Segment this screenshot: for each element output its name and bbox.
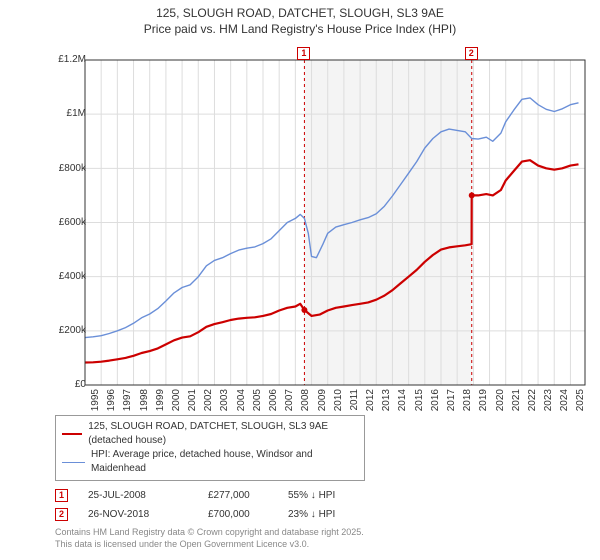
event-price: £277,000 — [208, 490, 288, 501]
footer-line-2: This data is licensed under the Open Gov… — [55, 539, 590, 551]
x-axis-label: 2006 — [268, 389, 279, 419]
x-axis-label: 2021 — [511, 389, 522, 419]
y-axis-label: £200k — [36, 325, 86, 336]
event-date: 26-NOV-2018 — [88, 509, 208, 520]
x-axis-label: 2022 — [527, 389, 538, 419]
y-axis-label: £0 — [36, 379, 86, 390]
x-axis-label: 2004 — [236, 389, 247, 419]
x-axis-label: 1997 — [122, 389, 133, 419]
y-axis-label: £600k — [36, 217, 86, 228]
x-axis-label: 2019 — [478, 389, 489, 419]
event-marker-box: 1 — [55, 489, 68, 502]
x-axis-label: 2014 — [397, 389, 408, 419]
x-axis-label: 2000 — [171, 389, 182, 419]
x-axis-label: 2015 — [414, 389, 425, 419]
event-marker-1: 1 — [297, 47, 310, 60]
x-axis-label: 2013 — [381, 389, 392, 419]
legend-swatch — [62, 462, 85, 463]
x-axis-label: 1999 — [155, 389, 166, 419]
legend-item: HPI: Average price, detached house, Wind… — [62, 448, 358, 476]
x-axis-label: 2023 — [543, 389, 554, 419]
legend-item: 125, SLOUGH ROAD, DATCHET, SLOUGH, SL3 9… — [62, 420, 358, 448]
event-date: 25-JUL-2008 — [88, 490, 208, 501]
x-axis-label: 2007 — [284, 389, 295, 419]
event-row: 1 25-JUL-2008£277,00055% ↓ HPI — [55, 489, 590, 502]
x-axis-label: 2016 — [430, 389, 441, 419]
title-block: 125, SLOUGH ROAD, DATCHET, SLOUGH, SL3 9… — [0, 0, 600, 40]
title-line-2: Price paid vs. HM Land Registry's House … — [0, 22, 600, 38]
x-axis-label: 2003 — [219, 389, 230, 419]
legend: 125, SLOUGH ROAD, DATCHET, SLOUGH, SL3 9… — [55, 415, 365, 481]
x-axis-label: 2001 — [187, 389, 198, 419]
x-axis-label: 1995 — [90, 389, 101, 419]
chart-svg — [30, 45, 590, 410]
event-diff: 23% ↓ HPI — [288, 509, 388, 520]
legend-label: 125, SLOUGH ROAD, DATCHET, SLOUGH, SL3 9… — [88, 420, 358, 448]
y-axis-label: £800k — [36, 163, 86, 174]
event-row: 2 26-NOV-2018£700,00023% ↓ HPI — [55, 508, 590, 521]
x-axis-label: 2008 — [300, 389, 311, 419]
x-axis-label: 2017 — [446, 389, 457, 419]
y-axis-label: £1M — [36, 108, 86, 119]
legend-label: HPI: Average price, detached house, Wind… — [91, 448, 358, 476]
legend-swatch — [62, 433, 82, 435]
event-marker-box: 2 — [55, 508, 68, 521]
x-axis-label: 2025 — [575, 389, 586, 419]
x-axis-label: 1998 — [139, 389, 150, 419]
x-axis-label: 2020 — [495, 389, 506, 419]
y-axis-label: £1.2M — [36, 54, 86, 65]
x-axis-label: 2005 — [252, 389, 263, 419]
event-marker-2: 2 — [465, 47, 478, 60]
x-axis-label: 2010 — [333, 389, 344, 419]
title-line-1: 125, SLOUGH ROAD, DATCHET, SLOUGH, SL3 9… — [0, 6, 600, 22]
chart-container: 125, SLOUGH ROAD, DATCHET, SLOUGH, SL3 9… — [0, 0, 600, 560]
events-table: 1 25-JUL-2008£277,00055% ↓ HPI 2 26-NOV-201… — [55, 489, 590, 521]
chart-area: £0£200k£400k£600k£800k£1M£1.2M1995199619… — [30, 45, 590, 410]
x-axis-label: 2009 — [317, 389, 328, 419]
y-axis-label: £400k — [36, 271, 86, 282]
x-axis-label: 2011 — [349, 389, 360, 419]
event-diff: 55% ↓ HPI — [288, 490, 388, 501]
x-axis-label: 2018 — [462, 389, 473, 419]
x-axis-label: 2024 — [559, 389, 570, 419]
footer-line-1: Contains HM Land Registry data © Crown c… — [55, 527, 590, 539]
x-axis-label: 2002 — [203, 389, 214, 419]
x-axis-label: 2012 — [365, 389, 376, 419]
footer: Contains HM Land Registry data © Crown c… — [55, 527, 590, 550]
event-price: £700,000 — [208, 509, 288, 520]
x-axis-label: 1996 — [106, 389, 117, 419]
